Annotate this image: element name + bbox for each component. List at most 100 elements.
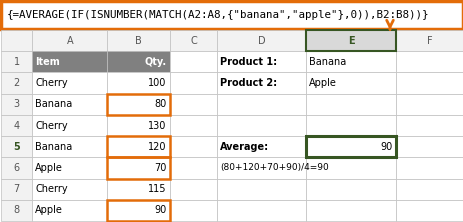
Text: Banana: Banana xyxy=(35,99,73,109)
Bar xyxy=(395,157,462,178)
Bar xyxy=(32,30,107,51)
Bar xyxy=(32,178,107,200)
Bar xyxy=(305,72,395,94)
Bar xyxy=(305,115,395,136)
Text: Cherry: Cherry xyxy=(35,184,68,194)
Bar xyxy=(217,51,305,72)
Bar xyxy=(1,200,32,221)
Bar xyxy=(107,51,169,72)
Bar xyxy=(107,200,169,221)
Bar xyxy=(1,136,32,157)
Bar xyxy=(107,136,169,157)
Bar xyxy=(107,30,169,51)
Bar xyxy=(32,72,107,94)
Bar xyxy=(32,51,107,72)
Bar xyxy=(107,157,169,178)
Bar xyxy=(169,178,217,200)
Text: 7: 7 xyxy=(13,184,20,194)
Bar xyxy=(107,72,169,94)
Bar xyxy=(395,115,462,136)
Text: Cherry: Cherry xyxy=(35,78,68,88)
Bar xyxy=(169,30,217,51)
Text: Banana: Banana xyxy=(308,57,345,67)
Text: Apple: Apple xyxy=(308,78,336,88)
Bar xyxy=(107,136,169,157)
Bar xyxy=(32,200,107,221)
Text: Item: Item xyxy=(35,57,60,67)
Text: Average:: Average: xyxy=(220,142,269,152)
Bar xyxy=(305,136,395,157)
Bar xyxy=(32,115,107,136)
Bar xyxy=(1,51,32,72)
Text: C: C xyxy=(190,36,196,46)
Bar xyxy=(107,94,169,115)
Text: 90: 90 xyxy=(154,205,166,215)
Bar xyxy=(395,136,462,157)
Text: 8: 8 xyxy=(13,205,20,215)
Bar xyxy=(395,178,462,200)
Bar xyxy=(395,94,462,115)
Bar xyxy=(305,200,395,221)
Text: 1: 1 xyxy=(13,57,20,67)
Bar xyxy=(305,30,395,51)
Bar xyxy=(169,94,217,115)
Bar xyxy=(305,157,395,178)
Bar xyxy=(305,136,395,157)
Text: 6: 6 xyxy=(13,163,20,173)
Bar xyxy=(217,200,305,221)
Bar xyxy=(305,178,395,200)
Text: 70: 70 xyxy=(154,163,166,173)
Bar xyxy=(107,178,169,200)
Bar xyxy=(107,200,169,221)
Text: 3: 3 xyxy=(13,99,20,109)
Bar xyxy=(217,115,305,136)
Bar xyxy=(169,136,217,157)
Text: {=AVERAGE(IF(ISNUMBER(MATCH(A2:A8,{"banana","apple"},0)),B2:B8))}: {=AVERAGE(IF(ISNUMBER(MATCH(A2:A8,{"bana… xyxy=(7,10,429,20)
Bar xyxy=(32,157,107,178)
Text: 4: 4 xyxy=(13,121,20,131)
Bar xyxy=(1,30,32,51)
Text: 5: 5 xyxy=(13,142,20,152)
Bar xyxy=(1,72,32,94)
Text: Product 1:: Product 1: xyxy=(220,57,277,67)
Bar xyxy=(1,1,462,29)
Bar xyxy=(32,136,107,157)
Bar xyxy=(1,157,32,178)
Text: 130: 130 xyxy=(148,121,166,131)
Text: F: F xyxy=(426,36,432,46)
Bar xyxy=(395,51,462,72)
Bar xyxy=(32,94,107,115)
Text: 115: 115 xyxy=(148,184,166,194)
Bar xyxy=(107,94,169,115)
Bar xyxy=(169,200,217,221)
Text: Banana: Banana xyxy=(35,142,73,152)
Text: Cherry: Cherry xyxy=(35,121,68,131)
Bar xyxy=(169,157,217,178)
Bar xyxy=(217,94,305,115)
Bar xyxy=(217,30,305,51)
Bar xyxy=(217,157,305,178)
Bar xyxy=(217,72,305,94)
Text: 90: 90 xyxy=(380,142,392,152)
Text: Product 2:: Product 2: xyxy=(220,78,277,88)
Bar xyxy=(1,94,32,115)
Text: Qty.: Qty. xyxy=(144,57,166,67)
Bar xyxy=(169,51,217,72)
Text: 100: 100 xyxy=(148,78,166,88)
Text: A: A xyxy=(66,36,73,46)
Bar xyxy=(305,94,395,115)
Text: 120: 120 xyxy=(148,142,166,152)
Bar xyxy=(217,178,305,200)
Bar xyxy=(305,30,395,51)
Bar xyxy=(395,72,462,94)
Bar xyxy=(169,72,217,94)
Text: Apple: Apple xyxy=(35,163,63,173)
Bar xyxy=(107,157,169,178)
Text: B: B xyxy=(135,36,142,46)
Text: E: E xyxy=(347,36,354,46)
Bar xyxy=(107,115,169,136)
Bar xyxy=(1,178,32,200)
Text: 80: 80 xyxy=(154,99,166,109)
Bar xyxy=(169,115,217,136)
Bar xyxy=(1,115,32,136)
